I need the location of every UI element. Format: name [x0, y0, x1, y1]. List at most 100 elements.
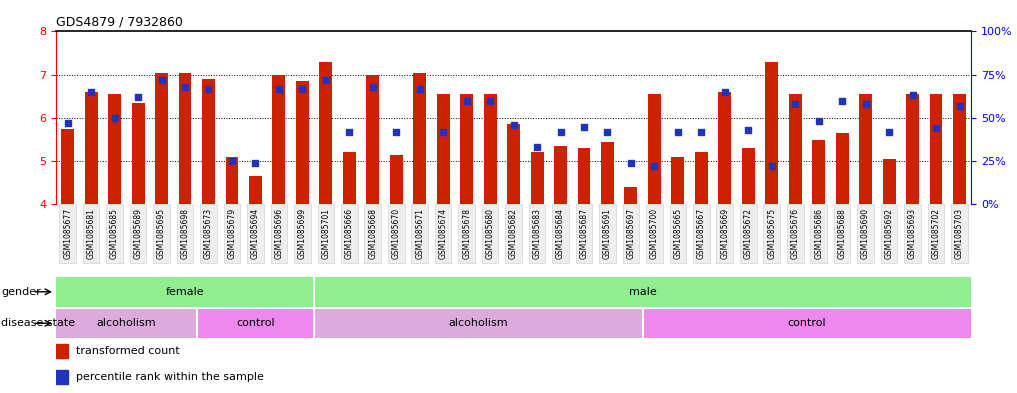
Text: GSM1085670: GSM1085670	[392, 208, 401, 259]
Text: percentile rank within the sample: percentile rank within the sample	[76, 372, 264, 382]
Point	[224, 158, 240, 164]
Text: GSM1085699: GSM1085699	[298, 208, 307, 259]
Bar	[84, 92, 98, 204]
Text: GSM1085691: GSM1085691	[603, 208, 612, 259]
Point	[365, 84, 381, 90]
Text: GSM1085695: GSM1085695	[157, 208, 166, 259]
Text: alcoholism: alcoholism	[97, 318, 157, 328]
Bar	[196, 309, 314, 338]
Bar	[413, 72, 426, 204]
Bar	[766, 62, 778, 204]
Text: GSM1085677: GSM1085677	[63, 208, 72, 259]
Text: GSM1085701: GSM1085701	[321, 208, 331, 259]
Bar	[718, 92, 731, 204]
Point	[740, 127, 757, 133]
Bar	[813, 140, 825, 204]
Bar	[671, 157, 684, 204]
Text: GSM1085698: GSM1085698	[180, 208, 189, 259]
Point	[834, 97, 850, 104]
Point	[107, 115, 123, 121]
Text: GSM1085665: GSM1085665	[673, 208, 682, 259]
Point	[646, 163, 662, 169]
Bar	[648, 94, 661, 204]
Point	[622, 160, 639, 166]
Bar	[273, 75, 286, 204]
Bar	[906, 94, 919, 204]
Bar	[836, 133, 848, 204]
Point	[951, 103, 967, 109]
Text: transformed count: transformed count	[76, 346, 180, 356]
Bar	[695, 152, 708, 204]
Bar	[56, 344, 68, 358]
Bar	[56, 277, 314, 307]
Text: GSM1085685: GSM1085685	[110, 208, 119, 259]
Bar	[554, 146, 567, 204]
Point	[576, 123, 592, 130]
Text: GSM1085687: GSM1085687	[580, 208, 589, 259]
Bar	[366, 75, 379, 204]
Text: alcoholism: alcoholism	[448, 318, 508, 328]
Bar	[643, 309, 971, 338]
Text: GSM1085702: GSM1085702	[932, 208, 941, 259]
Text: GSM1085678: GSM1085678	[462, 208, 471, 259]
Point	[412, 85, 428, 92]
Point	[717, 89, 733, 95]
Bar	[226, 157, 238, 204]
Bar	[319, 62, 333, 204]
Text: GSM1085668: GSM1085668	[368, 208, 377, 259]
Bar	[390, 155, 403, 204]
Text: GSM1085688: GSM1085688	[838, 208, 847, 259]
Text: disease state: disease state	[1, 318, 75, 328]
Point	[341, 129, 357, 135]
Bar	[859, 94, 873, 204]
Bar	[507, 125, 520, 204]
Point	[904, 92, 920, 99]
Bar	[578, 148, 591, 204]
Point	[388, 129, 405, 135]
Text: GSM1085672: GSM1085672	[743, 208, 753, 259]
Point	[247, 160, 263, 166]
Text: GSM1085675: GSM1085675	[767, 208, 776, 259]
Bar	[624, 187, 638, 204]
Text: GSM1085667: GSM1085667	[697, 208, 706, 259]
Point	[694, 129, 710, 135]
Text: GSM1085683: GSM1085683	[533, 208, 542, 259]
Bar	[531, 152, 543, 204]
Text: GSM1085693: GSM1085693	[908, 208, 917, 259]
Text: GSM1085680: GSM1085680	[485, 208, 494, 259]
Bar	[314, 309, 643, 338]
Text: GSM1085697: GSM1085697	[626, 208, 636, 259]
Text: GSM1085671: GSM1085671	[415, 208, 424, 259]
Point	[670, 129, 686, 135]
Bar	[131, 103, 144, 204]
Bar	[601, 142, 614, 204]
Bar	[314, 277, 971, 307]
Point	[764, 163, 780, 169]
Bar	[202, 79, 215, 204]
Bar	[179, 72, 191, 204]
Point	[928, 125, 944, 131]
Text: control: control	[787, 318, 826, 328]
Point	[787, 101, 803, 107]
Text: GSM1085690: GSM1085690	[861, 208, 871, 259]
Point	[130, 94, 146, 100]
Point	[459, 97, 475, 104]
Text: GSM1085681: GSM1085681	[86, 208, 96, 259]
Point	[599, 129, 615, 135]
Text: GSM1085674: GSM1085674	[438, 208, 447, 259]
Bar	[930, 94, 943, 204]
Bar	[461, 94, 473, 204]
Bar	[789, 94, 801, 204]
Text: GSM1085694: GSM1085694	[251, 208, 260, 259]
Point	[154, 77, 170, 83]
Point	[552, 129, 569, 135]
Text: GSM1085696: GSM1085696	[275, 208, 284, 259]
Bar	[108, 94, 121, 204]
Text: GSM1085703: GSM1085703	[955, 208, 964, 259]
Point	[857, 101, 874, 107]
Text: GSM1085669: GSM1085669	[720, 208, 729, 259]
Point	[811, 118, 827, 125]
Point	[83, 89, 100, 95]
Text: GSM1085684: GSM1085684	[556, 208, 565, 259]
Point	[271, 85, 287, 92]
